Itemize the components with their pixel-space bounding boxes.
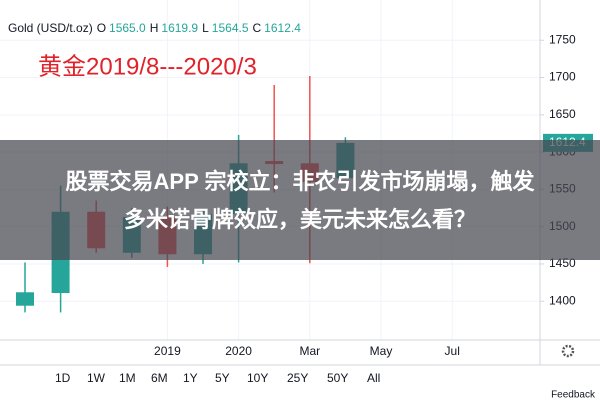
settings-icon[interactable] — [561, 344, 575, 358]
y-tick-label: 1700 — [549, 70, 576, 84]
feedback-link[interactable]: Feedback — [551, 390, 596, 400]
x-tick-label: 2019 — [154, 344, 181, 358]
candle-body — [16, 292, 34, 306]
ohlc-key: O — [97, 21, 106, 35]
ohlc-key: L — [202, 21, 209, 35]
range-button[interactable]: 1Y — [183, 371, 198, 385]
range-button[interactable]: 5Y — [215, 371, 230, 385]
banner-line: 多米诺骨牌效应，美元未来怎么看？ — [124, 207, 476, 232]
ohlc-key: C — [253, 21, 262, 35]
x-tick-label: 2020 — [225, 344, 252, 358]
y-tick-label: 1750 — [549, 32, 576, 46]
banner-line: 股票交易APP 宗校立：非农引发市场崩塌，触发 — [66, 169, 536, 194]
x-tick-label: Mar — [299, 344, 320, 358]
x-tick-label: Jul — [445, 344, 460, 358]
range-button[interactable]: All — [367, 371, 380, 385]
range-button[interactable]: 1D — [55, 371, 71, 385]
ohlc-key: H — [150, 21, 159, 35]
y-tick-label: 1400 — [549, 293, 576, 307]
chart-title: 黄金2019/8---2020/3 — [38, 53, 257, 80]
header: Gold (USD/t.oz) O 1565.0 H 1619.9 L 1564.5 C 161… — [8, 21, 301, 35]
ohlc-value: 1564.5 — [212, 21, 249, 35]
range-button[interactable]: 10Y — [247, 371, 268, 385]
range-button[interactable]: 6M — [151, 371, 168, 385]
ohlc-value: 1565.0 — [109, 21, 146, 35]
range-button[interactable]: 1M — [119, 371, 136, 385]
range-button[interactable]: 50Y — [327, 371, 348, 385]
symbol: Gold (USD/t.oz) — [8, 21, 93, 35]
ohlc-value: 1619.9 — [161, 21, 198, 35]
range-button[interactable]: 1W — [87, 371, 106, 385]
banner — [0, 140, 600, 260]
x-tick-label: May — [370, 344, 393, 358]
ohlc-value: 1612.4 — [264, 21, 301, 35]
range-button[interactable]: 25Y — [287, 371, 308, 385]
y-tick-label: 1650 — [549, 107, 576, 121]
